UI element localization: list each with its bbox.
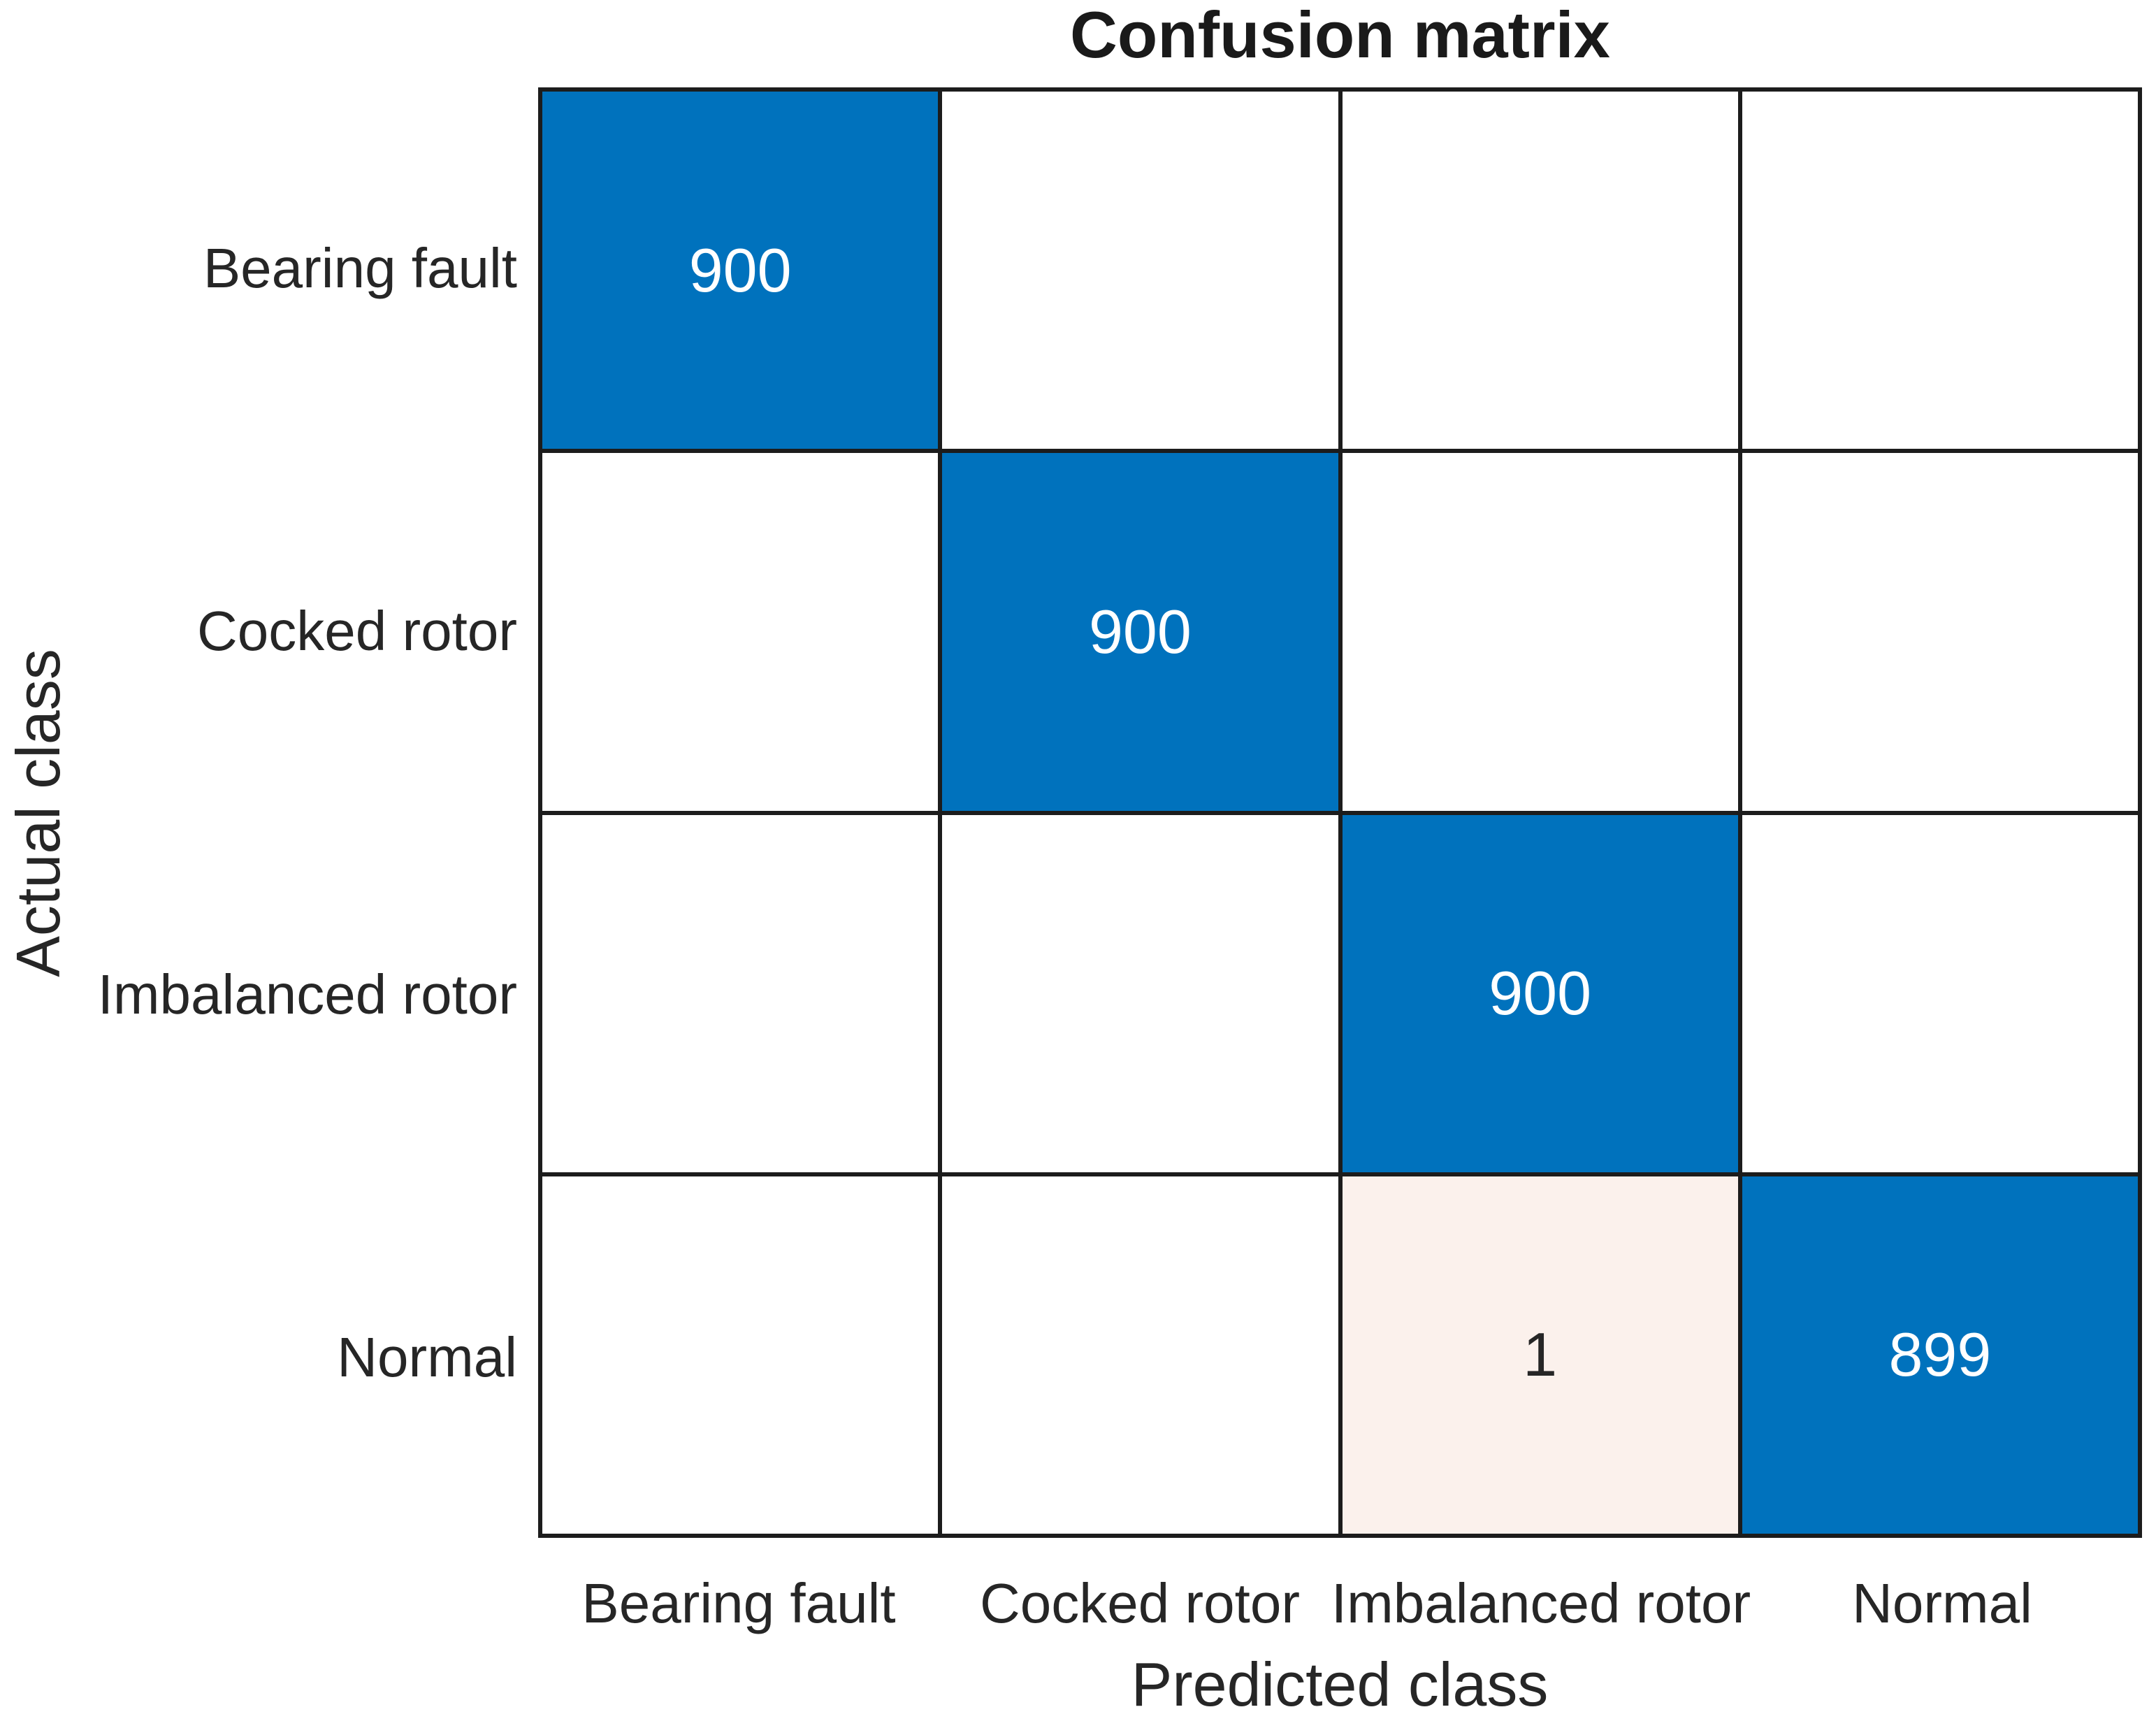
matrix-cell-imbalanced-rotor-normal (1742, 814, 2138, 1172)
ytick-cocked-rotor: Cocked rotor (197, 600, 517, 662)
matrix-cell-imbalanced-rotor-bearing-fault (542, 814, 939, 1172)
confusion-matrix-grid: 900 900 900 1 899 (538, 87, 2142, 1538)
chart-title: Confusion matrix (1070, 0, 1610, 71)
matrix-cell-imbalanced-rotor-imbalanced-rotor: 900 (1342, 814, 1738, 1172)
y-axis-label: Actual class (3, 649, 73, 977)
xtick-imbalanced-rotor: Imbalanced rotor (1331, 1572, 1751, 1634)
xtick-bearing-fault: Bearing fault (581, 1572, 896, 1634)
xtick-cocked-rotor: Cocked rotor (980, 1572, 1300, 1634)
matrix-cell-bearing-fault-normal (1742, 92, 2138, 449)
matrix-cell-imbalanced-rotor-cocked-rotor (942, 814, 1338, 1172)
matrix-cell-cocked-rotor-imbalanced-rotor (1342, 453, 1738, 811)
ytick-normal: Normal (337, 1326, 517, 1388)
ytick-bearing-fault: Bearing fault (203, 237, 517, 299)
matrix-cell-cocked-rotor-bearing-fault (542, 453, 939, 811)
matrix-cell-cocked-rotor-cocked-rotor: 900 (942, 453, 1338, 811)
matrix-cell-normal-cocked-rotor (942, 1176, 1338, 1534)
matrix-cell-normal-imbalanced-rotor: 1 (1342, 1176, 1738, 1534)
matrix-cell-normal-normal: 899 (1742, 1176, 2138, 1534)
matrix-cell-bearing-fault-bearing-fault: 900 (542, 92, 939, 449)
matrix-cell-bearing-fault-imbalanced-rotor (1342, 92, 1738, 449)
xtick-normal: Normal (1852, 1572, 2032, 1634)
matrix-cell-bearing-fault-cocked-rotor (942, 92, 1338, 449)
matrix-cell-cocked-rotor-normal (1742, 453, 2138, 811)
matrix-cell-normal-bearing-fault (542, 1176, 939, 1534)
x-axis-label: Predicted class (1131, 1650, 1549, 1719)
ytick-imbalanced-rotor: Imbalanced rotor (97, 963, 517, 1025)
